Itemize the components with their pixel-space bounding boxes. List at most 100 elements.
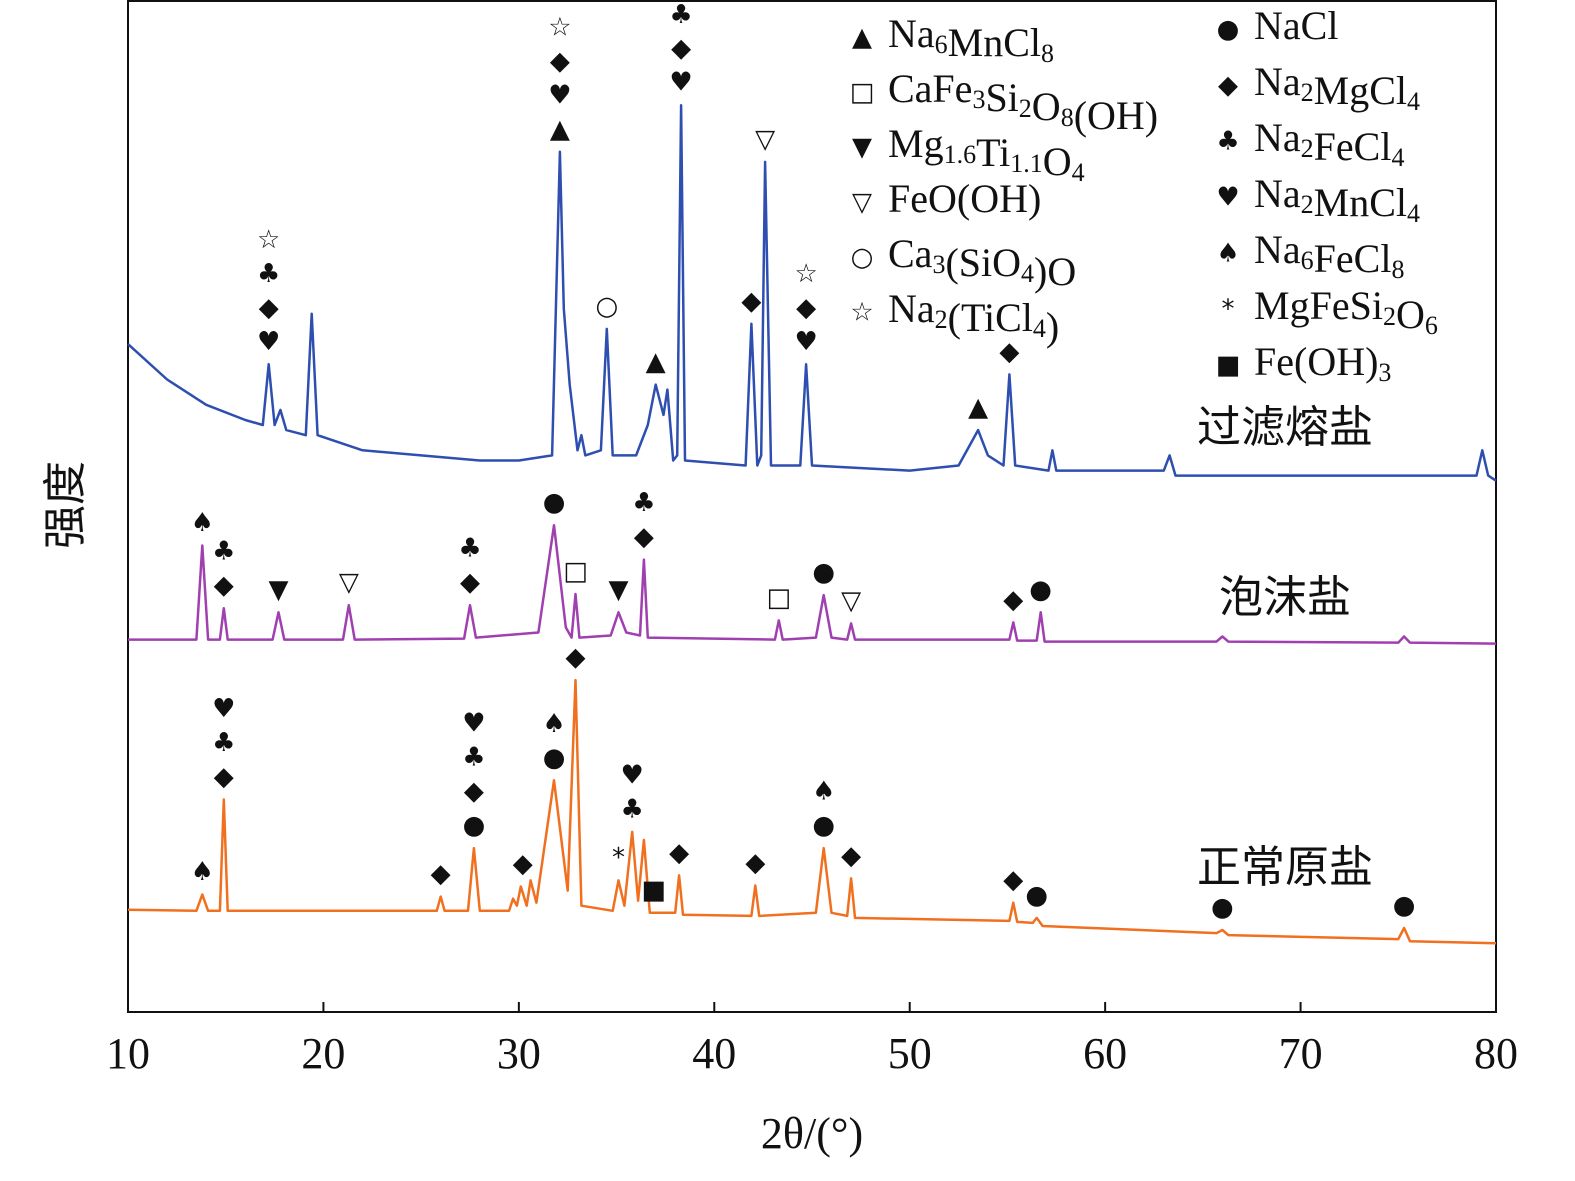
- peak-marker: ◆: [566, 643, 586, 673]
- peak-marker: ♥: [669, 68, 692, 98]
- series-label: 过滤熔盐: [1197, 402, 1373, 453]
- legend-symbol: ☆: [850, 298, 873, 328]
- legend-label: Na2(TiCl4): [888, 286, 1059, 349]
- peak-marker: ●: [812, 558, 835, 588]
- x-tick-label: 70: [1279, 1029, 1323, 1078]
- legend-symbol: □: [850, 78, 875, 108]
- peak-marker: ♠: [812, 777, 835, 807]
- peak-marker: ◆: [513, 849, 533, 879]
- peak-marker: ●: [543, 488, 566, 518]
- peak-marker: ☆: [257, 225, 280, 255]
- peak-marker: ◆: [671, 34, 691, 64]
- peak-marker: ♣: [632, 488, 655, 518]
- peak-marker: ◆: [841, 841, 861, 871]
- peak-marker: ▲: [646, 347, 666, 377]
- peak-marker: ▽: [339, 568, 359, 598]
- legend-label: CaFe3Si2O8(OH): [888, 66, 1158, 138]
- peak-marker: ◆: [669, 838, 689, 868]
- legend-label: Na2FeCl4: [1254, 115, 1404, 172]
- peak-marker: ▲: [550, 114, 570, 144]
- peak-marker: ○: [595, 291, 618, 321]
- peak-marker: ♣: [458, 534, 481, 564]
- legend-symbol: ♠: [1216, 239, 1239, 269]
- peak-marker: ●: [463, 811, 486, 841]
- legend-symbol: ♣: [1216, 127, 1239, 157]
- peak-marker: ◆: [259, 293, 279, 323]
- spectrum-line: [127, 103, 1497, 482]
- peak-marker: ♣: [212, 728, 235, 758]
- peak-marker: ♣: [257, 259, 280, 289]
- peak-marker: ◆: [550, 46, 570, 76]
- peak-marker: ♠: [191, 508, 214, 538]
- peak-marker: ◆: [1003, 865, 1023, 895]
- peak-marker: ♠: [542, 709, 565, 739]
- legend-symbol: ◆: [1218, 71, 1238, 101]
- y-axis-title: 强度: [41, 461, 90, 549]
- peak-marker: ♠: [191, 857, 214, 887]
- legend-label: FeO(OH): [888, 176, 1041, 221]
- x-tick-label: 20: [301, 1029, 345, 1078]
- peak-marker: ◆: [741, 286, 761, 316]
- peak-marker: ◆: [796, 293, 816, 323]
- peak-marker: ♥: [794, 327, 817, 357]
- peak-marker: ♥: [621, 760, 644, 790]
- peak-marker: ♥: [548, 80, 571, 110]
- peak-marker: ◆: [1003, 585, 1023, 615]
- peak-marker: ♥: [212, 694, 235, 724]
- peak-marker: ♣: [462, 743, 485, 773]
- x-tick-label: 10: [106, 1029, 150, 1078]
- peak-marker: ♥: [462, 709, 485, 739]
- legend-label: Na6MnCl8: [888, 11, 1054, 68]
- legend-label: Ca3(SiO4)O: [888, 231, 1076, 294]
- peak-marker: ☆: [548, 12, 571, 42]
- peak-marker: ●: [1211, 893, 1234, 923]
- peak-marker: ◆: [431, 859, 451, 889]
- peak-marker: ♣: [212, 537, 235, 567]
- peak-marker: ♣: [669, 0, 692, 30]
- x-tick-label: 60: [1083, 1029, 1127, 1078]
- peak-marker: □: [766, 583, 791, 613]
- peak-marker: ♣: [621, 794, 644, 824]
- legend-symbol: ○: [851, 243, 874, 273]
- peak-marker: ◆: [464, 777, 484, 807]
- legend-label: Na6FeCl8: [1254, 227, 1404, 284]
- x-tick-label: 30: [497, 1029, 541, 1078]
- peak-marker: ◆: [999, 337, 1019, 367]
- peak-marker: *: [612, 843, 625, 873]
- legend-label: Na2MgCl4: [1254, 59, 1420, 116]
- peak-marker: ●: [812, 811, 835, 841]
- x-tick-label: 80: [1474, 1029, 1518, 1078]
- x-tick-label: 40: [692, 1029, 736, 1078]
- peak-marker: ◆: [745, 848, 765, 878]
- peak-marker: ●: [1393, 891, 1416, 921]
- legend-label: NaCl: [1254, 3, 1338, 48]
- peak-marker: ☆: [794, 259, 817, 289]
- spectrum-line: [128, 523, 1497, 645]
- peak-marker: ▽: [755, 124, 775, 154]
- peak-marker: ♥: [257, 327, 280, 357]
- peak-marker: ◆: [214, 571, 234, 601]
- peak-marker: ▲: [968, 393, 988, 423]
- legend-symbol: ▼: [852, 133, 872, 163]
- x-axis-title: 2θ/(°): [761, 1109, 863, 1158]
- peak-marker: ▼: [609, 575, 629, 605]
- peak-marker: ▼: [268, 575, 288, 605]
- x-tick-label: 50: [888, 1029, 932, 1078]
- peak-marker: ◆: [214, 762, 234, 792]
- legend-symbol: ♥: [1216, 183, 1239, 213]
- legend-symbol: ●: [1217, 15, 1240, 45]
- spectrum-line: [127, 678, 1497, 945]
- legend-label: Mg1.6Ti1.1O4: [888, 121, 1085, 187]
- legend-symbol: ■: [1216, 351, 1241, 381]
- legend-symbol: ▲: [852, 23, 872, 53]
- peak-marker: ●: [1029, 575, 1052, 605]
- legend-label: Na2MnCl4: [1254, 171, 1420, 228]
- series-label: 泡沫盐: [1219, 572, 1351, 623]
- legend-label: Fe(OH)3: [1254, 339, 1391, 387]
- peak-marker: ■: [641, 875, 666, 905]
- legend-symbol: *: [1222, 295, 1235, 325]
- peak-marker: ●: [543, 743, 566, 773]
- plot-frame: [127, 0, 1497, 1013]
- peak-marker: ●: [1025, 880, 1048, 910]
